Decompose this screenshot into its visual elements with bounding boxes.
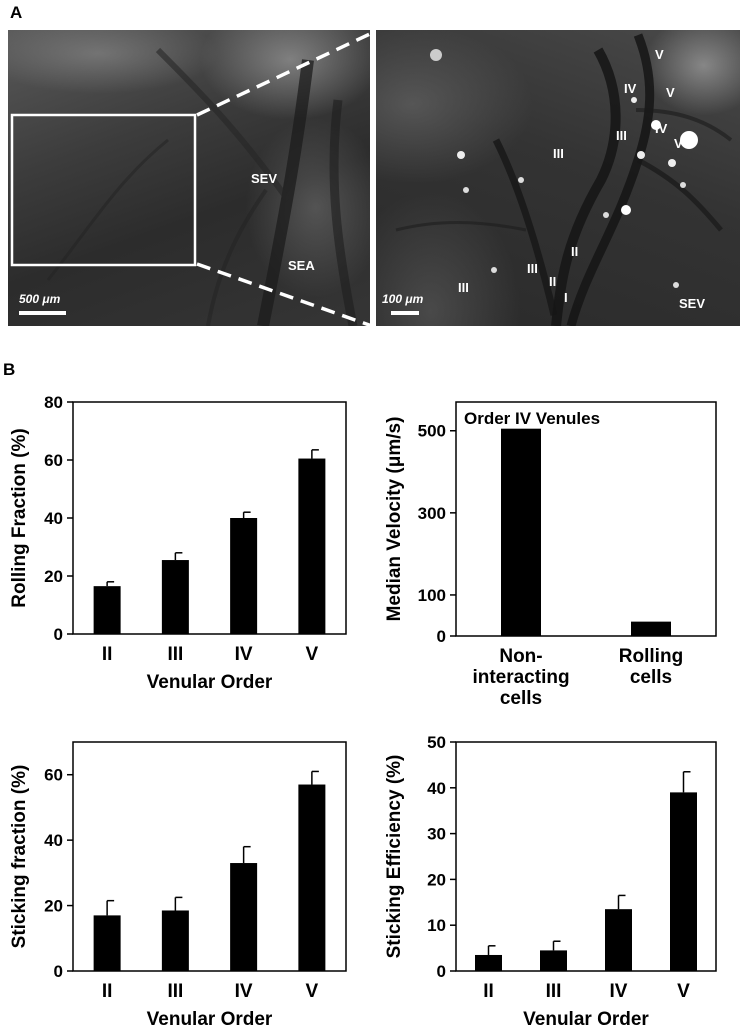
label-sea: SEA [288,258,315,273]
y-tick-label: 300 [418,504,446,523]
bar-1 [540,950,567,971]
x-tick-label-2: IV [235,644,253,665]
label-venule-order-3: III [616,128,627,143]
x-tick-label-0: II [102,981,113,1002]
x-tick-label-0: II [102,644,113,665]
x-tick-label-1: Rolling cells [619,646,683,688]
y-axis-label: Median Velocity (μm/s) [384,417,405,622]
label-venule-order-10: III [458,280,469,295]
label-venule-order-9: II [549,274,557,289]
x-tick-label-3: V [306,981,319,1002]
bar-2 [605,909,632,971]
x-tick-label-1: III [167,981,183,1002]
bar-1 [161,560,189,634]
bar-1 [161,910,189,971]
bar-1 [631,621,671,636]
plot-frame [72,741,347,972]
y-tick-label: 60 [44,451,63,470]
y-tick-label: 20 [427,870,446,889]
label-venule-order-2: V [666,85,675,100]
x-tick-label-1: III [546,981,562,1002]
label-venule-order-11: I [564,290,568,305]
y-tick-label: 0 [437,627,446,646]
y-tick-label: 10 [427,916,446,935]
bar-2 [230,518,258,634]
y-tick-label: 80 [44,393,63,412]
label-venule-order-5: V [674,136,683,151]
y-axis-label: Sticking Efficiency (%) [384,755,405,959]
label-venule-order-0: V [655,47,664,62]
scale-bar-left [19,311,66,315]
x-tick-label-2: IV [235,981,253,1002]
label-venule-order-6: III [553,146,564,161]
x-tick-label-1: III [167,644,183,665]
bar-0 [93,586,121,634]
scale-bar-label-right: 100 μm [382,292,424,306]
label-venule-order-4: IV [655,121,668,136]
y-tick-label: 60 [44,766,63,785]
y-tick-label: 0 [54,962,63,981]
y-tick-label: 100 [418,586,446,605]
y-tick-label: 30 [427,825,446,844]
x-axis-label: Venular Order [147,672,273,693]
x-tick-label-0: II [483,981,494,1002]
x-tick-label-3: V [306,644,319,665]
vessel-tree-overlay [395,33,733,326]
y-axis-label: Rolling Fraction (%) [9,428,30,607]
y-tick-label: 40 [44,831,63,850]
zoom-connectors [196,31,373,328]
bar-3 [670,792,697,971]
x-tick-label-0: Non-interacting cells [472,646,569,709]
y-tick-label: 40 [44,509,63,528]
bar-2 [230,863,258,971]
label-venule-order-12: SEV [679,296,706,311]
scale-bar-label-left: 500 μm [19,292,61,306]
y-axis-label: Sticking fraction (%) [9,765,30,949]
zoom-box [10,113,197,267]
panel-letter-b: B [3,360,16,379]
x-tick-label-3: V [677,981,690,1002]
y-tick-label: 0 [437,962,446,981]
panel-letter-a: A [10,3,23,22]
vessel-overlay [10,47,358,326]
y-tick-label: 0 [54,625,63,644]
y-tick-label: 50 [427,733,446,752]
bar-0 [475,954,502,971]
chart-median-velocity: 0 100 300 500 Non-interacting cells Rolling cel… [384,401,717,709]
bar-3 [298,458,326,634]
plot-frame [455,401,717,637]
x-axis-label: Venular Order [523,1009,649,1029]
bar-3 [298,784,326,971]
chart-annotation: Order IV Venules [464,409,600,428]
x-axis-label: Venular Order [147,1009,273,1029]
label-venule-order-7: II [571,244,579,259]
label-venule-order-1: IV [624,81,637,96]
plot-frame [455,741,717,972]
y-tick-label: 500 [418,422,446,441]
label-venule-order-8: III [527,261,538,276]
x-tick-label-2: IV [610,981,628,1002]
y-tick-label: 40 [427,779,446,798]
bar-0 [501,428,541,636]
scale-bar-right [391,311,419,315]
y-tick-label: 20 [44,567,63,586]
micrograph-right: V IV V III IV V III II III II III I SEV 100 μm [376,30,740,326]
y-tick-label: 20 [44,897,63,916]
label-sev-left: SEV [251,171,278,186]
bar-0 [93,915,121,971]
micrograph-left: SEV SEA 500 μm [8,30,370,326]
